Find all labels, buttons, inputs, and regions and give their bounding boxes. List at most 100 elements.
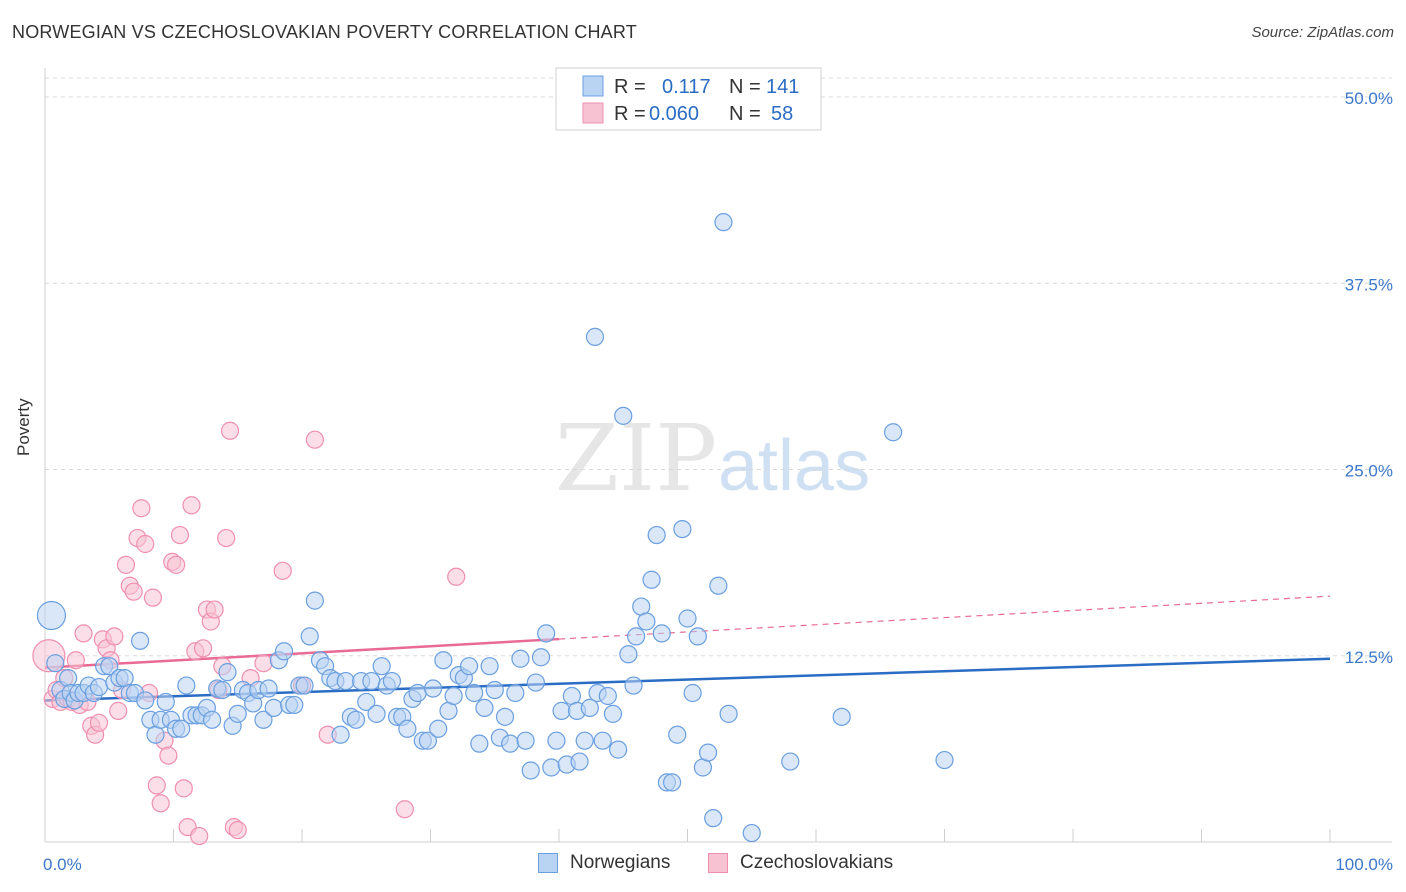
norwegians-point-99 (542, 758, 561, 777)
x-tick-label-min: 0.0% (43, 855, 82, 874)
y-tick-label-1: 25.0% (1345, 462, 1393, 481)
czechoslovakians-point-27 (143, 588, 163, 607)
norwegians-point-63 (357, 692, 376, 712)
legend-swatch-czechoslovakians (582, 102, 604, 124)
norwegians-point-33 (202, 710, 222, 729)
norwegians-point-138 (832, 707, 851, 726)
czechoslovakians-point-56 (395, 800, 414, 819)
norwegians-point-107 (580, 698, 599, 718)
norwegians-point-105 (570, 752, 589, 771)
czechoslovakians-point-22 (124, 582, 143, 601)
norwegians-point-128 (683, 683, 702, 703)
czechoslovakians-point-57 (447, 567, 466, 586)
norwegians-point-0 (36, 600, 67, 631)
norwegians-point-64 (362, 671, 381, 691)
watermark: ZIP atlas (555, 405, 870, 512)
norwegians-point-90 (495, 707, 515, 726)
czechoslovakians-point-24 (132, 499, 151, 518)
norwegians-point-52 (300, 627, 319, 646)
norwegians-point-127 (678, 609, 697, 628)
norwegians-point-49 (285, 695, 304, 715)
norwegians-point-126 (673, 519, 692, 539)
norwegians-point-115 (619, 645, 638, 664)
czechoslovakians-point-52 (273, 561, 292, 580)
norwegians-point-95 (521, 761, 540, 780)
legend-n-label-1: N = (729, 76, 761, 98)
norwegians-point-53 (305, 591, 324, 610)
czechoslovakians-point-40 (193, 639, 213, 658)
trend-czechoslovakians-solid (44, 637, 560, 669)
norwegians-point-36 (218, 663, 237, 682)
czechoslovakians-point-25 (136, 534, 155, 554)
norwegians-point-94 (516, 731, 535, 750)
norwegians-point-77 (429, 719, 448, 738)
norwegians-point-88 (485, 680, 504, 700)
trend-czechoslovakians-dashed (558, 595, 1331, 640)
norwegians-label: Norwegians (570, 852, 671, 873)
norwegians-point-100 (547, 731, 566, 750)
czechoslovakians-point-33 (166, 555, 186, 574)
czechoslovakians-point-51 (254, 654, 273, 673)
norwegians-point-27 (172, 719, 191, 738)
norwegians-point-66 (372, 657, 391, 676)
y-tick-label-3: 50.0% (1345, 89, 1393, 108)
stats-legend: R = 0.117 N = 141 R = 0.060 N = 58 (555, 67, 822, 131)
norwegians-points (36, 213, 954, 843)
czechoslovakians-point-34 (170, 525, 190, 545)
grid (45, 77, 1392, 657)
axes (44, 68, 1392, 843)
norwegians-point-111 (598, 686, 617, 706)
norwegians-point-133 (709, 576, 728, 595)
legend-r-label-2: R = (614, 103, 646, 125)
norwegians-point-13 (100, 657, 119, 676)
norwegians-point-65 (367, 704, 386, 723)
norwegians-point-20 (136, 691, 155, 710)
norwegians-point-84 (465, 683, 484, 703)
czechoslovakians-point-49 (228, 820, 247, 840)
legend-n-value-2: 58 (771, 103, 793, 125)
norwegians-point-96 (526, 673, 545, 692)
norwegians-point-45 (264, 698, 283, 718)
chart-source: Source: ZipAtlas.com (1251, 24, 1394, 41)
norwegians-point-59 (336, 671, 355, 691)
czechoslovakians-point-18 (109, 701, 128, 720)
norwegians-point-131 (698, 743, 718, 762)
czechoslovakians-point-13 (89, 713, 109, 732)
norwegians-point-35 (213, 680, 232, 700)
czechoslovakians-point-29 (151, 794, 170, 813)
norwegians-point-78 (434, 651, 453, 670)
czechoslovakians-point-17 (105, 627, 124, 646)
norwegians-point-92 (506, 683, 525, 703)
norwegians-point-122 (652, 624, 671, 643)
norwegians-point-58 (331, 725, 350, 744)
norwegians-point-119 (637, 612, 656, 631)
czechoslovakians-point-39 (190, 826, 209, 846)
norwegians-point-124 (662, 773, 682, 792)
legend-r-value-1: 0.117 (662, 76, 711, 98)
norwegians-point-98 (537, 624, 556, 643)
czechoslovakians-point-43 (205, 600, 224, 619)
norwegians-point-38 (228, 704, 247, 723)
y-tick-label-2: 37.5% (1345, 275, 1393, 294)
y-tick-label-0: 12.5% (1345, 648, 1393, 667)
legend-n-value-1: 141 (766, 76, 799, 98)
czechoslovakians-swatch (708, 853, 728, 873)
norwegians-point-106 (575, 731, 594, 750)
norwegians-point-97 (531, 648, 551, 667)
norwegians-point-116 (624, 676, 643, 695)
bottom-legend: Norwegians Czechoslovakians (0, 852, 1406, 878)
norwegians-point-76 (423, 679, 443, 698)
norwegians-point-24 (156, 692, 175, 712)
norwegians-point-136 (742, 823, 761, 843)
norwegians-point-112 (603, 704, 623, 723)
czechoslovakians-point-35 (174, 779, 193, 798)
norwegians-point-85 (470, 734, 489, 753)
norwegians-point-43 (254, 710, 273, 729)
legend-r-label-1: R = (614, 76, 646, 98)
norwegians-point-51 (295, 676, 314, 695)
czechoslovakians-point-54 (305, 430, 324, 449)
norwegians-point-1 (46, 654, 65, 673)
norwegians-point-137 (781, 752, 800, 771)
watermark-zip: ZIP (555, 405, 717, 512)
czechoslovakians-point-47 (220, 421, 240, 440)
